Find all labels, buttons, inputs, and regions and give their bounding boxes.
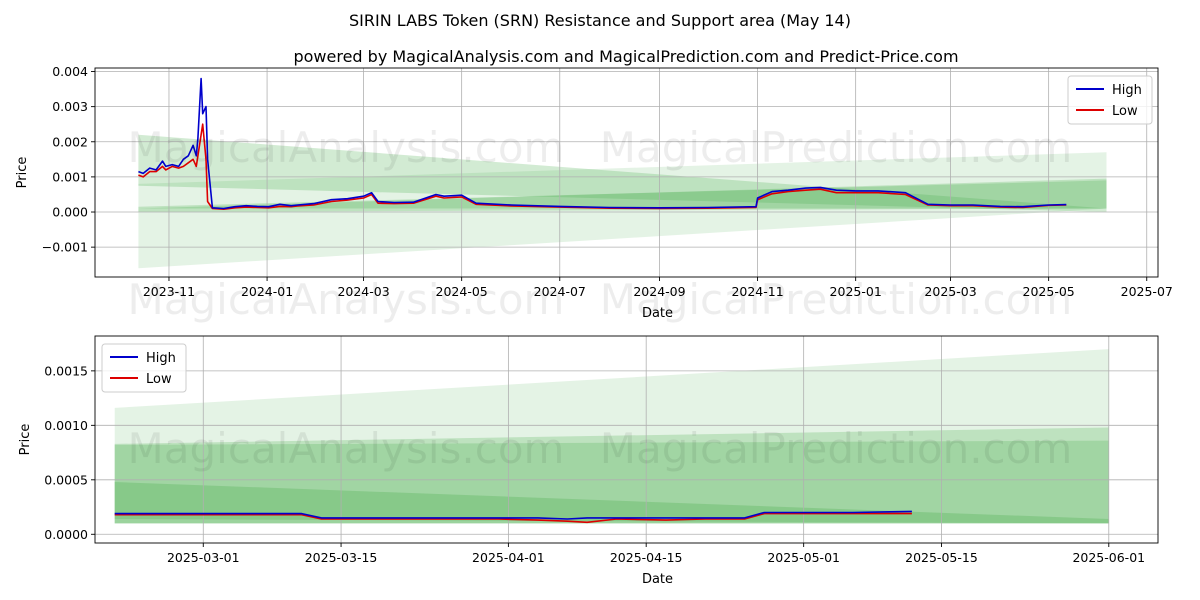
- y-tick-label: 0.001: [52, 169, 88, 184]
- x-tick-label: 2025-05-01: [767, 550, 840, 565]
- bottom-chart: 2025-03-01 2025-03-15 2025-04-01 2025-04-15…: [18, 335, 1159, 587]
- watermark-analysis: MagicalAnalysis.com: [128, 123, 565, 172]
- chart-title: SIRIN LABS Token (SRN) Resistance and Su…: [349, 11, 851, 30]
- x-tick-label: 2025-04-15: [610, 550, 683, 565]
- y-tick-label: 0.003: [52, 99, 88, 114]
- watermark-analysis: MagicalAnalysis.com: [128, 424, 565, 473]
- y-tick-label: 0.0015: [44, 363, 88, 378]
- legend-high-label: High: [146, 351, 176, 366]
- watermark-analysis-lower: MagicalAnalysis.com: [128, 275, 565, 324]
- x-tick-label: 2024-07: [534, 284, 586, 299]
- plot-frame: [94, 335, 1159, 544]
- y-tick-label: 0.002: [52, 134, 88, 149]
- watermark-prediction: MagicalPrediction.com: [600, 424, 1073, 473]
- top-chart: 2023-11 2024-01 2024-03 2024-05 2024-07 2024-…: [15, 64, 1173, 324]
- x-tick-label: 2025-03-01: [167, 550, 240, 565]
- x-tick-label: 2024-01: [241, 284, 293, 299]
- x-tick-label: 2025-06-01: [1072, 550, 1145, 565]
- x-tick-label: 2025-03-15: [305, 550, 378, 565]
- series-line-low: [114, 512, 912, 524]
- y-tick-label: 0.0005: [44, 472, 88, 487]
- y-tick-label: −0.001: [42, 240, 88, 255]
- legend-low-label: Low: [1112, 104, 1138, 119]
- watermark-prediction-lower: MagicalPrediction.com: [600, 275, 1073, 324]
- legend: High Low: [1067, 75, 1153, 125]
- x-tick-label: 2024-11: [731, 284, 783, 299]
- y-axis-label: Price: [18, 424, 33, 456]
- x-tick-label: 2024-09: [633, 284, 685, 299]
- x-tick-label: 2023-11: [143, 284, 195, 299]
- x-tick-label: 2025-01: [830, 284, 882, 299]
- y-axis-label: Price: [15, 157, 30, 189]
- legend-high-label: High: [1112, 83, 1142, 98]
- series-line-low: [138, 123, 1067, 210]
- x-tick-label: 2025-05-15: [905, 550, 978, 565]
- series-line-high: [138, 77, 1067, 210]
- chart-subtitle: powered by MagicalAnalysis.com and Magic…: [293, 47, 958, 66]
- y-tick-label: 0.000: [52, 205, 88, 220]
- x-axis-label: Date: [642, 306, 673, 321]
- series-line-high: [114, 510, 912, 520]
- y-tick-label: 0.004: [52, 64, 88, 79]
- x-axis-label: Date: [642, 572, 673, 587]
- legend: High Low: [101, 343, 187, 393]
- forecast-band-2: [114, 427, 1109, 524]
- y-tick-label: 0.0010: [44, 418, 88, 433]
- watermark-prediction: MagicalPrediction.com: [600, 123, 1073, 172]
- x-tick-label: 2024-03: [337, 284, 389, 299]
- y-tick-label: 0.0000: [44, 527, 88, 542]
- x-tick-label: 2025-04-01: [472, 550, 545, 565]
- x-tick-label: 2025-05: [1023, 284, 1075, 299]
- forecast-band-2: [138, 152, 1107, 269]
- x-tick-label: 2025-07: [1121, 284, 1173, 299]
- forecast-band-3: [114, 440, 1109, 524]
- plot-frame: [94, 67, 1159, 278]
- legend-low-label: Low: [146, 372, 172, 387]
- x-tick-label: 2025-03: [924, 284, 976, 299]
- x-tick-label: 2024-05: [436, 284, 488, 299]
